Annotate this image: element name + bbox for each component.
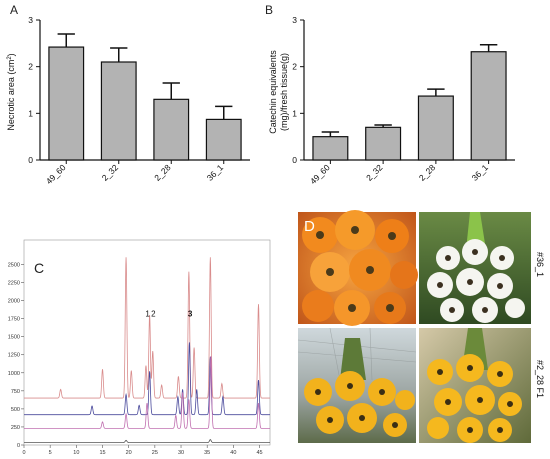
x-tick-label: 20 bbox=[126, 450, 132, 456]
panel-a: A 0 1 2 3 49_60 2_32 2_28 36_1 Necrotic area (cm… bbox=[6, 3, 250, 186]
bar bbox=[417, 95, 454, 161]
peak-label-1: 1 bbox=[145, 309, 150, 318]
chromatogram-trace bbox=[24, 356, 270, 429]
x-tick-label: 15 bbox=[99, 450, 105, 456]
orange-flower-cluster bbox=[302, 210, 418, 326]
y-tick-label: 1000 bbox=[8, 371, 20, 377]
bar bbox=[365, 126, 402, 161]
y-tick-label: 500 bbox=[11, 407, 20, 413]
y-tick-label: 750 bbox=[11, 389, 20, 395]
photo-yellow-flowers-greenhouse bbox=[297, 327, 417, 443]
y-tick-label: 1 bbox=[292, 108, 297, 118]
chromatogram-trace bbox=[24, 439, 270, 443]
bar bbox=[153, 98, 190, 161]
chromatogram-trace bbox=[24, 257, 270, 399]
x-tick-label: 2_32 bbox=[100, 162, 121, 183]
peak-label-3: 3 bbox=[188, 309, 193, 318]
panel-c: 0 250 500 750 1000 1250 1500 1750 2000 2250 2500 0 5… bbox=[8, 239, 271, 456]
photo-label-36-1: #36_1 bbox=[535, 252, 545, 277]
x-tick-label: 49_60 bbox=[308, 162, 332, 186]
x-tick-label: 2_28 bbox=[152, 162, 173, 183]
y-tick-label: 1750 bbox=[8, 317, 20, 323]
y-axis-label-line2: (mg)/fresh tissue(g) bbox=[279, 53, 289, 131]
y-tick-label: 1500 bbox=[8, 335, 20, 341]
bar bbox=[100, 61, 137, 161]
chromatogram-trace bbox=[24, 342, 270, 416]
bar bbox=[312, 136, 349, 161]
x-tick-label: 5 bbox=[49, 450, 52, 456]
y-tick-label: 2500 bbox=[8, 262, 20, 268]
panel-c-letter: C bbox=[34, 260, 44, 276]
x-tick-label: 2_32 bbox=[364, 162, 385, 183]
photo-white-flowers bbox=[419, 212, 531, 324]
panel-a-letter: A bbox=[10, 3, 18, 17]
y-tick-label: 2 bbox=[28, 62, 33, 72]
bar bbox=[470, 51, 507, 161]
x-tick-label: 0 bbox=[22, 450, 25, 456]
y-tick-label: 0 bbox=[17, 443, 20, 449]
bar bbox=[48, 46, 85, 161]
y-tick-label: 3 bbox=[28, 15, 33, 25]
plot-frame bbox=[23, 239, 271, 446]
x-tick-label: 36_1 bbox=[205, 162, 226, 183]
y-tick-label: 3 bbox=[292, 15, 297, 25]
x-tick-label: 49_60 bbox=[44, 162, 68, 186]
y-tick-label: 250 bbox=[11, 425, 20, 431]
bar-chart-a: 0 1 2 3 49_60 2_32 2_28 36_1 Necrotic area (cm2) bbox=[6, 15, 250, 186]
x-tick-label: 25 bbox=[152, 450, 158, 456]
x-tick-label: 10 bbox=[73, 450, 79, 456]
y-axis-label: Necrotic area (cm2) bbox=[6, 53, 16, 130]
y-tick-label: 0 bbox=[28, 155, 33, 165]
y-tick-label: 1 bbox=[28, 108, 33, 118]
x-tick-label: 30 bbox=[178, 450, 184, 456]
panel-d: D #36_1 bbox=[297, 210, 545, 443]
panel-d-letter: D bbox=[304, 218, 315, 235]
y-tick-label: 1250 bbox=[8, 353, 20, 359]
photo-label-2-28: #2_28 F1 bbox=[535, 360, 545, 398]
chromatogram-c: 0 250 500 750 1000 1250 1500 1750 2000 2250 2500 0 5… bbox=[8, 239, 271, 456]
bar bbox=[205, 118, 242, 161]
x-tick-label: 40 bbox=[230, 450, 236, 456]
x-tick-label: 35 bbox=[204, 450, 210, 456]
x-tick-label: 2_28 bbox=[417, 162, 438, 183]
panel-b-letter: B bbox=[265, 3, 273, 17]
photo-orange-flowers: D bbox=[298, 210, 418, 326]
y-tick-label: 2250 bbox=[8, 281, 20, 287]
bar-chart-b: 0 1 2 3 49_60 2_32 2_28 36_1 Catechin equivalent… bbox=[268, 15, 515, 186]
x-tick-label: 36_1 bbox=[470, 162, 491, 183]
y-tick-label: 2000 bbox=[8, 299, 20, 305]
photo-yellow-flowers bbox=[419, 328, 531, 443]
x-tick-label: 45 bbox=[256, 450, 262, 456]
y-tick-label: 0 bbox=[292, 155, 297, 165]
peak-label-2: 2 bbox=[151, 309, 156, 318]
y-tick-label: 2 bbox=[292, 62, 297, 72]
panel-b: B 0 1 2 3 49_60 2_32 2_28 36_1 Catechin equivale… bbox=[265, 3, 515, 186]
y-axis-label-line1: Catechin equivalents bbox=[268, 50, 278, 134]
